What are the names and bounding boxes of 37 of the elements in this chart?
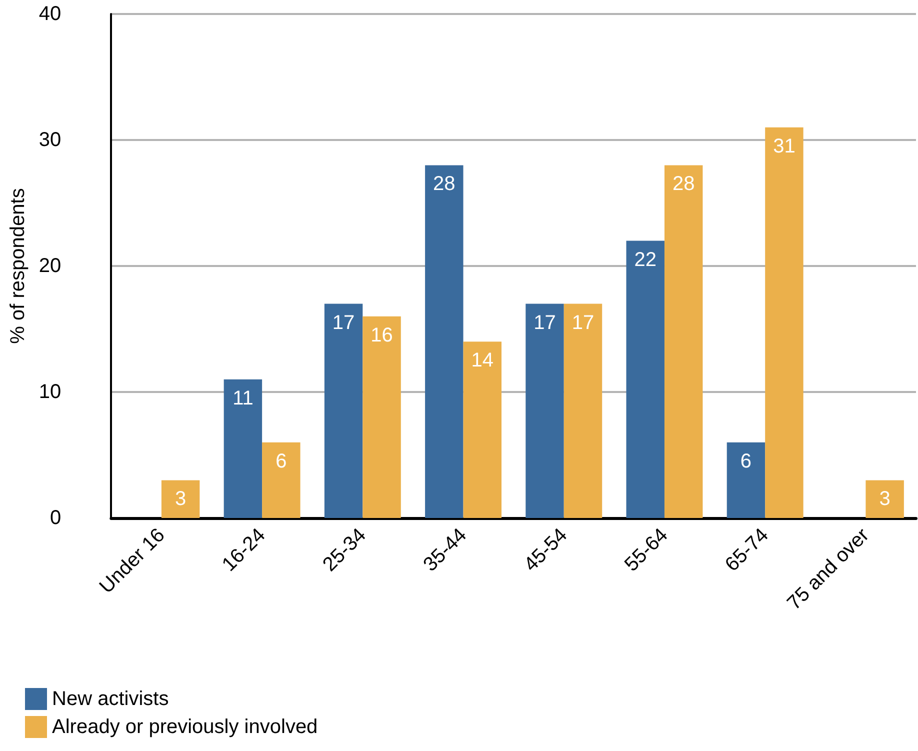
bar <box>866 480 904 518</box>
y-tick-label: 10 <box>38 381 62 403</box>
bar <box>324 304 363 518</box>
x-tick-label: 75 and over <box>783 524 874 614</box>
bar <box>262 442 300 518</box>
data-label: 3 <box>175 488 186 510</box>
bar <box>362 316 401 518</box>
data-label: 11 <box>232 387 254 410</box>
legend-label: New activists <box>52 688 169 710</box>
bar <box>161 480 200 518</box>
y-tick-label: 40 <box>38 3 62 25</box>
bar <box>224 379 262 518</box>
y-tick-label: 30 <box>38 129 62 151</box>
data-label: 16 <box>370 324 393 346</box>
y-tick-label: 20 <box>38 255 62 277</box>
bar <box>765 127 804 518</box>
data-label: 31 <box>773 135 796 158</box>
bar <box>664 165 703 518</box>
data-label: 3 <box>879 488 890 510</box>
bar <box>626 240 664 518</box>
data-label: 28 <box>433 173 456 196</box>
data-label: 28 <box>672 173 695 196</box>
data-label: 6 <box>276 450 287 472</box>
bar <box>726 442 766 518</box>
data-label: 22 <box>634 248 656 271</box>
data-label: 17 <box>332 312 355 334</box>
bar <box>564 304 602 518</box>
data-label: 17 <box>572 312 594 334</box>
bar <box>526 304 564 518</box>
legend-label: Already or previously involved <box>52 716 318 738</box>
data-label: 17 <box>534 312 556 334</box>
data-label: 14 <box>471 350 494 372</box>
y-tick-label: 0 <box>50 507 62 529</box>
bar <box>425 165 464 518</box>
data-label: 6 <box>740 450 752 472</box>
bar <box>463 342 502 518</box>
y-axis-title: % of respondents <box>7 188 29 344</box>
